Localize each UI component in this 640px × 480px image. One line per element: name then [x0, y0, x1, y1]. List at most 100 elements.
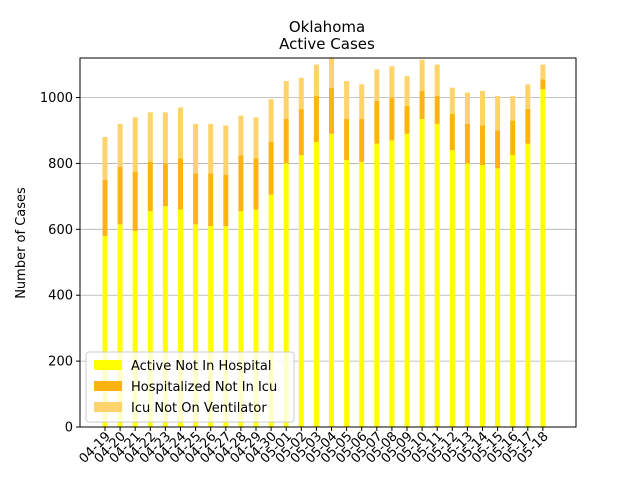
- bar-active-not-in-hospital: [253, 209, 259, 427]
- bar-icu-not-on-ventilator: [298, 77, 304, 110]
- bar-icu-not-on-ventilator: [253, 117, 259, 159]
- bar-hospitalized-not-in-icu: [540, 79, 546, 90]
- plot-frame: [79, 57, 577, 428]
- bar-active-not-in-hospital: [525, 143, 531, 428]
- bar-hospitalized-not-in-icu: [253, 158, 259, 210]
- bar-icu-not-on-ventilator: [464, 92, 470, 124]
- bar-active-not-in-hospital: [313, 142, 319, 427]
- y-tick-label: 600: [48, 223, 73, 238]
- bar-hospitalized-not-in-icu: [193, 173, 199, 225]
- bar-active-not-in-hospital: [102, 235, 108, 427]
- legend-entry: Active Not In Hospital: [131, 359, 272, 374]
- bar-icu-not-on-ventilator: [510, 95, 516, 121]
- bar-hospitalized-not-in-icu: [495, 130, 501, 169]
- bars: [102, 58, 546, 428]
- legend-box: [85, 351, 295, 423]
- bar-hospitalized-not-in-icu: [359, 118, 365, 162]
- bar-active-not-in-hospital: [389, 140, 395, 427]
- bar-active-not-in-hospital: [329, 133, 334, 427]
- bar-active-not-in-hospital: [193, 224, 199, 427]
- bar-hospitalized-not-in-icu: [313, 95, 319, 143]
- y-tick-label: 800: [48, 157, 73, 172]
- bar-hospitalized-not-in-icu: [208, 173, 214, 227]
- bar-icu-not-on-ventilator: [404, 76, 410, 106]
- bar-icu-not-on-ventilator: [193, 123, 199, 174]
- y-tick-label: 0: [65, 421, 73, 436]
- bar-hospitalized-not-in-icu: [117, 166, 123, 225]
- bar-active-not-in-hospital: [404, 133, 410, 427]
- bar-icu-not-on-ventilator: [419, 59, 425, 91]
- bar-icu-not-on-ventilator: [162, 112, 168, 164]
- bar-hospitalized-not-in-icu: [102, 179, 108, 236]
- bar-hospitalized-not-in-icu: [162, 163, 168, 207]
- bar-icu-not-on-ventilator: [374, 69, 380, 101]
- bar-icu-not-on-ventilator: [344, 81, 350, 119]
- bar-active-not-in-hospital: [298, 155, 304, 428]
- bar-active-not-in-hospital: [434, 123, 440, 428]
- bar-icu-not-on-ventilator: [268, 99, 274, 143]
- bar-active-not-in-hospital: [464, 163, 470, 427]
- y-axis: 0 200 400 600 800 1000: [40, 91, 80, 436]
- bar-active-not-in-hospital: [178, 209, 183, 427]
- bar-hospitalized-not-in-icu: [283, 118, 289, 164]
- legend: Active Not In Hospital Hospitalized Not I…: [85, 351, 295, 423]
- chart-title: Oklahoma: [289, 18, 365, 36]
- bar-active-not-in-hospital: [449, 150, 455, 427]
- bar-icu-not-on-ventilator: [480, 90, 485, 126]
- bar-hospitalized-not-in-icu: [404, 105, 410, 134]
- bar-hospitalized-not-in-icu: [510, 120, 516, 156]
- bar-active-not-in-hospital: [268, 194, 274, 427]
- bar-hospitalized-not-in-icu: [268, 142, 274, 195]
- bar-hospitalized-not-in-icu: [298, 109, 304, 156]
- y-axis-label: Number of Cases: [14, 187, 29, 299]
- bar-hospitalized-not-in-icu: [344, 118, 350, 161]
- bar-hospitalized-not-in-icu: [525, 109, 531, 144]
- y-tick-label: 1000: [40, 91, 73, 106]
- chart-subtitle: Active Cases: [279, 35, 375, 53]
- bar-hospitalized-not-in-icu: [434, 95, 440, 124]
- bar-active-not-in-hospital: [495, 168, 501, 427]
- bar-hospitalized-not-in-icu: [132, 171, 138, 231]
- legend-swatch: [94, 360, 122, 370]
- bar-active-not-in-hospital: [223, 226, 229, 427]
- bar-icu-not-on-ventilator: [238, 115, 244, 156]
- y-tick-label: 200: [48, 355, 73, 370]
- bar-icu-not-on-ventilator: [449, 87, 455, 115]
- y-tick-label: 400: [48, 289, 73, 304]
- bar-icu-not-on-ventilator: [117, 123, 123, 167]
- legend-swatch: [94, 381, 122, 391]
- bar-icu-not-on-ventilator: [223, 125, 229, 175]
- bar-icu-not-on-ventilator: [525, 84, 531, 110]
- bar-hospitalized-not-in-icu: [464, 123, 470, 164]
- bar-hospitalized-not-in-icu: [449, 114, 455, 151]
- bar-hospitalized-not-in-icu: [147, 161, 153, 212]
- bar-icu-not-on-ventilator: [283, 81, 289, 119]
- bar-hospitalized-not-in-icu: [178, 158, 183, 210]
- bar-active-not-in-hospital: [419, 118, 425, 427]
- bar-active-not-in-hospital: [359, 161, 365, 427]
- bar-active-not-in-hospital: [117, 224, 123, 427]
- legend-entry: Icu Not On Ventilator: [131, 401, 267, 416]
- bar-hospitalized-not-in-icu: [374, 100, 380, 144]
- bar-hospitalized-not-in-icu: [389, 97, 395, 141]
- bar-icu-not-on-ventilator: [389, 66, 395, 98]
- x-axis: 04-1904-2004-2104-2204-2304-2404-2504-26…: [77, 427, 552, 467]
- bar-icu-not-on-ventilator: [329, 58, 334, 88]
- bar-icu-not-on-ventilator: [495, 95, 501, 131]
- bar-active-not-in-hospital: [147, 211, 153, 427]
- bar-hospitalized-not-in-icu: [329, 87, 334, 134]
- bar-icu-not-on-ventilator: [359, 84, 365, 119]
- bar-hospitalized-not-in-icu: [223, 174, 229, 227]
- bar-icu-not-on-ventilator: [540, 64, 546, 80]
- bar-active-not-in-hospital: [283, 163, 289, 427]
- bar-icu-not-on-ventilator: [132, 117, 138, 172]
- bar-active-not-in-hospital: [540, 89, 546, 428]
- bar-active-not-in-hospital: [132, 230, 138, 427]
- bar-active-not-in-hospital: [162, 206, 168, 427]
- bar-icu-not-on-ventilator: [208, 123, 214, 174]
- legend-entry: Hospitalized Not In Icu: [131, 380, 277, 395]
- bar-active-not-in-hospital: [208, 226, 214, 427]
- bar-active-not-in-hospital: [374, 143, 380, 428]
- bar-active-not-in-hospital: [510, 155, 516, 428]
- bar-hospitalized-not-in-icu: [480, 125, 485, 166]
